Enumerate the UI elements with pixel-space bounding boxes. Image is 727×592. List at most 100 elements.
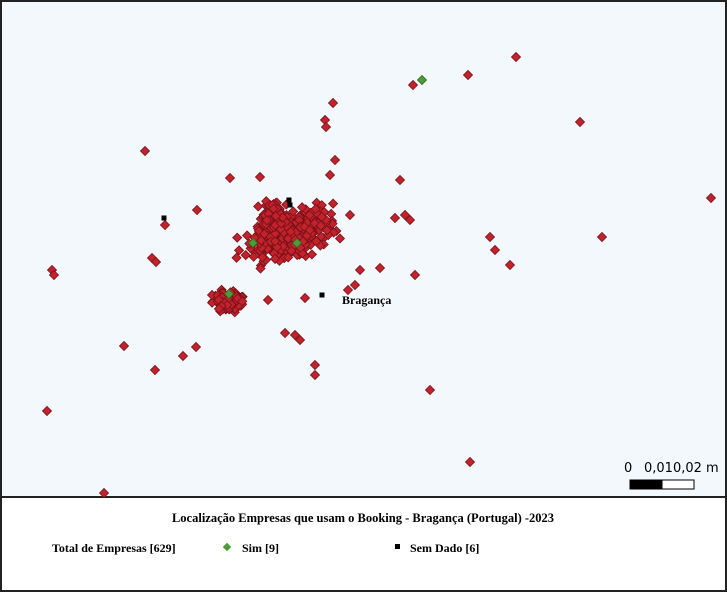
business-point [269,236,281,247]
business-point [321,225,333,236]
legend-yes: Sim [9] [242,541,279,555]
business-point [268,203,279,214]
business-point [248,251,259,262]
business-point [404,214,416,226]
business-point [484,231,496,243]
business-point [409,269,421,281]
business-point [327,97,339,109]
no-data-point [319,292,325,298]
business-point [311,236,322,247]
legend-no-data-symbol [395,544,400,549]
business-point [213,303,224,314]
business-point [354,264,366,276]
business-point [231,252,242,263]
business-point [283,252,294,263]
business-point [289,329,301,341]
business-point [349,279,361,291]
business-point [256,235,267,246]
business-point [309,359,321,371]
business-point [462,69,474,81]
no-data-point [161,215,167,221]
business-point [310,203,321,215]
scale-bar-black [629,479,663,490]
points-layer [41,51,717,499]
business-point [247,237,259,249]
business-point [309,369,321,381]
business-point [139,145,151,157]
business-point [149,364,161,376]
map-area [2,2,725,496]
business-point [320,121,332,133]
business-point [399,209,411,221]
business-point [596,231,608,243]
business-point [262,294,274,306]
business-point [329,154,341,166]
business-point [315,220,326,231]
business-point [240,250,251,261]
business-point [324,169,336,181]
business-point [224,172,236,184]
business-point [291,237,303,249]
business-point [489,244,501,256]
business-point [294,334,306,346]
legend-total: Total de Empresas [629] [52,541,176,555]
business-point [257,252,268,263]
legend-no-data: Sem Dado [6] [410,541,479,555]
business-point [254,171,266,183]
business-point [253,201,264,212]
no-data-point [287,202,293,208]
business-point [299,292,311,304]
business-point [510,51,522,63]
business-point [424,384,436,396]
business-point [150,256,162,268]
business-point [261,215,272,226]
scale-bar-white [661,479,695,490]
business-point [223,288,235,300]
business-point [316,211,327,222]
scale-end: 0,010,02 m [644,461,719,476]
business-point [48,269,60,281]
business-point [504,259,516,271]
business-point [326,208,337,219]
legend-title: Localização Empresas que usam o Booking … [172,511,554,525]
business-point [374,262,386,274]
business-point [283,233,294,244]
business-point [98,487,110,499]
business-point [344,209,356,221]
business-point [334,233,346,244]
place-label: Bragança [342,293,391,307]
business-point [191,204,203,216]
business-point [279,327,291,339]
business-point [394,174,406,186]
business-point [159,219,171,231]
business-point [118,340,130,352]
business-point [319,114,331,126]
business-point [177,350,189,362]
business-point [705,192,717,204]
business-point [304,225,315,236]
business-point [294,215,305,226]
business-point [288,206,299,217]
business-point [286,245,297,257]
scale-start: 0 [624,461,632,476]
business-point [574,116,586,128]
business-point [342,284,354,296]
business-point [416,74,428,86]
business-point [278,241,289,252]
business-point [407,79,419,91]
business-point [190,341,202,353]
business-point [464,456,476,468]
business-point [233,245,245,256]
business-point [206,289,218,301]
no-data-point [286,197,292,203]
business-point [297,202,308,213]
business-point [277,212,288,223]
business-point [232,232,243,243]
business-point [237,296,248,307]
business-point [327,198,339,209]
business-point [389,212,401,224]
business-point [242,230,253,241]
business-point [270,211,281,222]
business-point [306,249,318,260]
